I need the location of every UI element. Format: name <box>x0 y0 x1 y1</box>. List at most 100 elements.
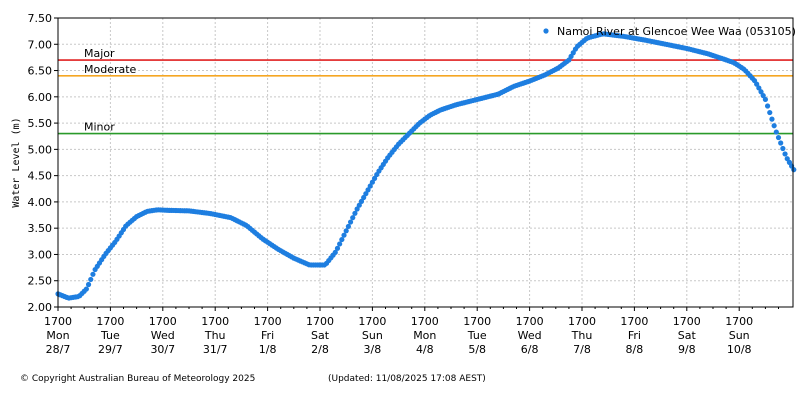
x-tick-label: 1700 <box>358 315 386 328</box>
x-tick-label: Sat <box>311 329 330 342</box>
y-tick-label: 5.00 <box>28 143 53 156</box>
threshold-label-major: Major <box>84 47 115 60</box>
data-point <box>85 281 92 288</box>
x-tick-label: Tue <box>467 329 487 342</box>
data-point <box>771 123 777 129</box>
y-tick-label: 4.50 <box>28 170 53 183</box>
x-tick-label: 9/8 <box>678 343 696 356</box>
series-points <box>55 31 797 301</box>
data-point <box>369 179 375 185</box>
data-point <box>339 236 345 243</box>
x-tick-label: Fri <box>628 329 641 342</box>
y-tick-label: 5.50 <box>28 117 53 130</box>
data-point <box>343 228 349 234</box>
legend-marker <box>543 28 549 34</box>
x-tick-label: 3/8 <box>364 343 382 356</box>
x-tick-label: 1700 <box>620 315 648 328</box>
plot-frame <box>57 17 794 308</box>
data-point <box>758 89 764 95</box>
threshold-label-minor: Minor <box>84 121 115 134</box>
y-tick-label: 6.00 <box>28 91 53 104</box>
data-point <box>363 191 369 197</box>
y-tick-label: 7.50 <box>28 12 53 25</box>
x-tick-label: 6/8 <box>521 343 539 356</box>
legend: Namoi River at Glencoe Wee Waa (053105) <box>543 25 796 38</box>
x-tick-label: Wed <box>518 329 542 342</box>
data-point <box>83 286 89 292</box>
x-tick-label: 1/8 <box>259 343 277 356</box>
y-tick-label: 3.00 <box>28 248 53 261</box>
x-tick-label: Wed <box>151 329 175 342</box>
x-tick-label: Mon <box>413 329 436 342</box>
x-tick-label: Sun <box>362 329 383 342</box>
data-point <box>341 232 347 238</box>
x-tick-label: 1700 <box>44 315 72 328</box>
data-point <box>90 271 96 277</box>
y-tick-label: 4.00 <box>28 196 53 209</box>
copyright-notice: © Copyright Australian Bureau of Meteoro… <box>20 374 256 384</box>
x-tick-label: 1700 <box>254 315 282 328</box>
y-tick-label: 6.50 <box>28 65 53 78</box>
data-point <box>769 116 775 122</box>
x-tick-label: Sat <box>678 329 697 342</box>
y-tick-label: 2.50 <box>28 275 53 288</box>
data-point <box>356 202 362 208</box>
x-tick-label: 10/8 <box>727 343 752 356</box>
y-axis-ticks: 2.00 2.50 3.00 3.50 4.00 4.50 5.00 5.50 6.00 6.50… <box>28 12 58 314</box>
data-point <box>764 103 771 109</box>
data-point <box>371 175 378 181</box>
x-tick-label: 1700 <box>306 315 334 328</box>
x-tick-label: 1700 <box>463 315 491 328</box>
x-tick-label: 1700 <box>516 315 544 328</box>
data-point <box>773 129 779 135</box>
data-point <box>352 210 358 216</box>
x-tick-label: Fri <box>261 329 274 342</box>
x-tick-label: 29/7 <box>98 343 123 356</box>
x-tick-label: 5/8 <box>468 343 486 356</box>
x-tick-label: 8/8 <box>626 343 644 356</box>
grid-lines <box>57 17 793 308</box>
data-point <box>88 276 94 283</box>
x-tick-label: 1700 <box>568 315 596 328</box>
x-tick-label: 30/7 <box>150 343 175 356</box>
flood-thresholds: Major Moderate Minor <box>58 47 793 135</box>
x-tick-label: 28/7 <box>46 343 71 356</box>
x-tick-label: Thu <box>204 329 226 342</box>
data-point <box>361 194 367 201</box>
data-point <box>365 187 371 193</box>
data-point <box>778 140 784 146</box>
x-tick-label: Thu <box>571 329 593 342</box>
data-point <box>775 134 782 141</box>
data-point <box>347 219 354 225</box>
data-point <box>762 96 769 103</box>
x-tick-label: 7/8 <box>573 343 591 356</box>
data-point <box>345 223 351 230</box>
threshold-label-moderate: Moderate <box>84 63 137 76</box>
data-point <box>354 206 360 212</box>
y-tick-label: 7.00 <box>28 38 53 51</box>
data-point <box>767 109 773 116</box>
updated-timestamp: (Updated: 11/08/2025 17:08 AEST) <box>328 374 486 384</box>
data-point <box>754 81 760 87</box>
x-axis-ticks: 1700Mon28/71700Tue29/71700Wed30/71700Thu… <box>44 307 779 356</box>
x-tick-label: Sun <box>729 329 750 342</box>
x-tick-label: 1700 <box>149 315 177 328</box>
x-tick-label: 1700 <box>411 315 439 328</box>
x-tick-label: Mon <box>46 329 69 342</box>
x-tick-label: 1700 <box>96 315 124 328</box>
x-tick-label: 2/8 <box>311 343 329 356</box>
x-tick-label: 1700 <box>725 315 753 328</box>
data-point <box>350 215 356 221</box>
data-point <box>337 241 343 247</box>
legend-entry: Namoi River at Glencoe Wee Waa (053105) <box>557 25 796 38</box>
x-tick-label: Tue <box>100 329 120 342</box>
data-point <box>756 85 762 91</box>
data-point <box>782 151 788 157</box>
data-point <box>367 183 373 189</box>
x-tick-label: 31/7 <box>203 343 228 356</box>
x-tick-label: 1700 <box>673 315 701 328</box>
x-tick-label: 1700 <box>201 315 229 328</box>
data-point <box>332 249 338 255</box>
data-point <box>334 245 341 251</box>
